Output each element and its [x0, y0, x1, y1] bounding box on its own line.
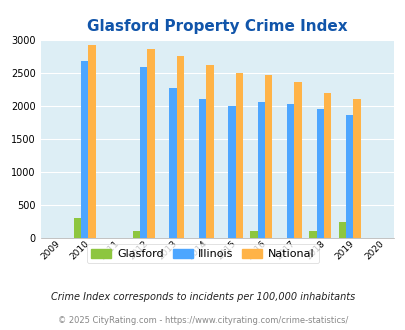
Legend: Glasford, Illinois, National: Glasford, Illinois, National — [87, 244, 318, 263]
Text: Crime Index corresponds to incidents per 100,000 inhabitants: Crime Index corresponds to incidents per… — [51, 292, 354, 302]
Bar — [257, 102, 264, 238]
Bar — [250, 231, 257, 238]
Bar — [235, 73, 242, 238]
Bar — [169, 88, 176, 238]
Bar — [147, 49, 154, 238]
Bar — [345, 115, 352, 238]
Bar — [309, 231, 316, 238]
Title: Glasford Property Crime Index: Glasford Property Crime Index — [87, 19, 347, 34]
Bar — [140, 67, 147, 238]
Bar — [294, 82, 301, 238]
Bar — [316, 109, 323, 238]
Bar — [176, 56, 183, 238]
Bar — [228, 106, 235, 238]
Bar — [198, 99, 206, 238]
Bar — [81, 61, 88, 238]
Bar — [264, 75, 272, 238]
Bar — [74, 218, 81, 238]
Bar — [338, 222, 345, 238]
Bar — [352, 99, 360, 238]
Bar — [132, 231, 140, 238]
Bar — [286, 104, 294, 238]
Bar — [206, 65, 213, 238]
Bar — [88, 45, 96, 238]
Text: © 2025 CityRating.com - https://www.cityrating.com/crime-statistics/: © 2025 CityRating.com - https://www.city… — [58, 315, 347, 325]
Bar — [323, 93, 330, 238]
